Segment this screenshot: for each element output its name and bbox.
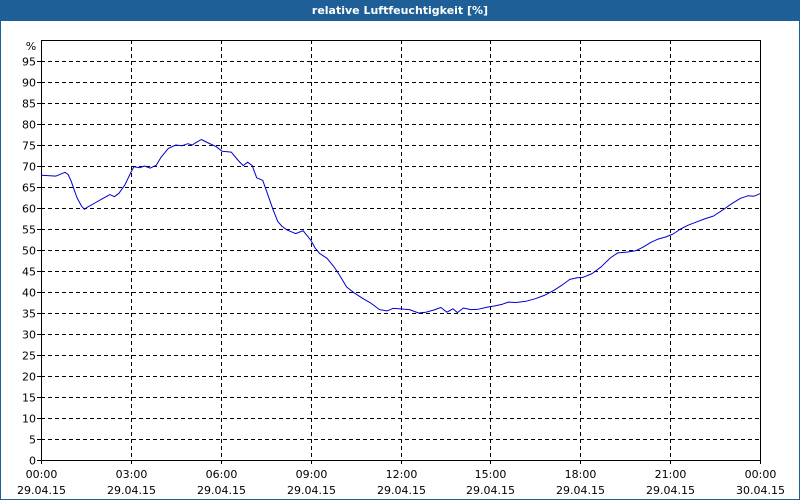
y-axis-label: %	[26, 40, 36, 53]
x-tick-time-label: 18:00	[565, 468, 597, 481]
x-tick-time-label: 21:00	[655, 468, 687, 481]
x-tick-date-label: 29.04.15	[377, 484, 426, 497]
y-tick-label: 20	[22, 371, 36, 384]
grid-lines	[41, 40, 760, 460]
x-axis: 00:00 29.04.15 03:00 29.04.15 06:00 29.04.15 0…	[17, 460, 785, 497]
x-tick-time-label: 15:00	[475, 468, 507, 481]
x-tick-date-label: 30.04.15	[736, 484, 785, 497]
y-tick-label: 80	[22, 119, 36, 132]
y-tick-label: 30	[22, 329, 36, 342]
y-tick-label: 45	[22, 266, 36, 279]
x-tick-date-label: 29.04.15	[556, 484, 605, 497]
y-tick-label: 15	[22, 392, 36, 405]
y-tick-label: 95	[22, 56, 36, 69]
y-tick-label: 50	[22, 245, 36, 258]
humidity-series-line	[40, 139, 761, 314]
x-tick-time-label: 03:00	[116, 468, 148, 481]
x-tick-time-label: 09:00	[296, 468, 328, 481]
x-tick-date-label: 29.04.15	[197, 484, 246, 497]
y-tick-label: 55	[22, 224, 36, 237]
x-tick-date-label: 29.04.15	[466, 484, 515, 497]
y-tick-label: 35	[22, 308, 36, 321]
y-tick-label: 90	[22, 77, 36, 90]
chart-title: relative Luftfeuchtigkeit [%]	[1, 1, 799, 21]
y-tick-label: 85	[22, 98, 36, 111]
x-tick-time-label: 00:00	[26, 468, 58, 481]
series-group	[40, 139, 761, 314]
x-tick-date-label: 29.04.15	[646, 484, 695, 497]
y-tick-label: 60	[22, 203, 36, 216]
x-tick-time-label: 00:00	[745, 468, 777, 481]
y-tick-label: 75	[22, 140, 36, 153]
x-tick-date-label: 29.04.15	[287, 484, 336, 497]
y-tick-label: 0	[29, 455, 36, 468]
x-tick-date-label: 29.04.15	[17, 484, 66, 497]
x-tick-date-label: 29.04.15	[107, 484, 156, 497]
y-tick-label: 10	[22, 413, 36, 426]
y-tick-label: 65	[22, 182, 36, 195]
y-tick-label: 25	[22, 350, 36, 363]
y-axis: 0 5 10 15 20 25 30 35 40 45 50 55 60 65 70 75 80 85 90 95	[22, 56, 41, 468]
x-tick-time-label: 12:00	[386, 468, 418, 481]
y-tick-label: 40	[22, 287, 36, 300]
y-tick-label: 70	[22, 161, 36, 174]
x-tick-time-label: 06:00	[206, 468, 238, 481]
y-tick-label: 5	[29, 434, 36, 447]
